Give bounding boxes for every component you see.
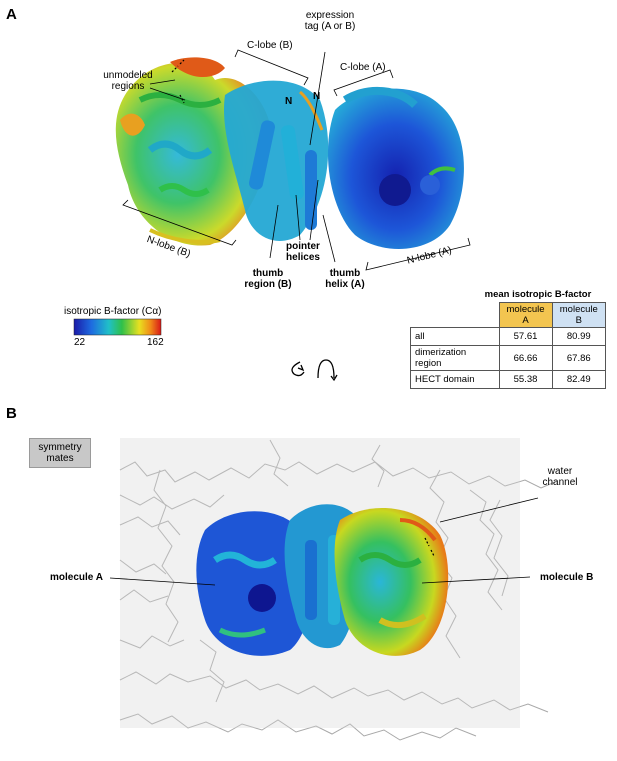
thumb-helix-a-label: thumb helix (A) — [325, 268, 365, 290]
row-label: HECT domain — [410, 370, 500, 389]
molecule-b-label: molecule B — [540, 572, 594, 583]
cell-b: 67.86 — [551, 345, 607, 371]
panel-b-pointers — [109, 497, 539, 586]
row-label: all — [410, 327, 500, 346]
expression-tag-label: expression tag (A or B) — [304, 10, 356, 32]
table-row: dimerization region 66.66 67.86 — [410, 345, 607, 371]
panel-a-letter: A — [6, 6, 17, 23]
colorbar — [73, 318, 162, 336]
colorbar-title: isotropic B-factor (Cα) — [64, 306, 162, 317]
water-channel-label: water channel — [542, 466, 578, 488]
header-molecule-b: molecule B — [551, 302, 607, 328]
thumb-region-b-label: thumb region (B) — [244, 268, 292, 290]
symmetry-mates-box: symmetry mates — [29, 438, 91, 468]
c-lobe-b-label: C-lobe (B) — [247, 40, 293, 51]
table-header-row: molecule A molecule B — [411, 302, 607, 328]
dimer-center-ribbon — [224, 80, 329, 241]
b-factor-table-title: mean isotropic B-factor — [484, 289, 592, 300]
b-factor-table-wrap: mean isotropic B-factor molecule A molec… — [410, 289, 607, 389]
pointer-helices-label: pointer helices — [286, 241, 320, 263]
colorbar-min: 22 — [74, 337, 86, 348]
colorbar-max: 162 — [147, 337, 164, 348]
cell-a: 57.61 — [498, 327, 553, 346]
cell-a: 66.66 — [498, 345, 553, 371]
cell-b: 82.49 — [551, 370, 607, 389]
n-terminus-label-1: N — [285, 96, 293, 107]
unmodeled-regions-label: unmodeled regions — [103, 70, 153, 92]
cell-a: 55.38 — [498, 370, 553, 389]
symmetry-mates-lattice — [119, 439, 556, 741]
c-lobe-a-label: C-lobe (A) — [340, 62, 386, 73]
cell-b: 80.99 — [551, 327, 607, 346]
table-row: HECT domain 55.38 82.49 — [410, 370, 607, 389]
panel-a-pointers — [122, 49, 471, 271]
panel-b-molecule-a — [196, 511, 313, 656]
rotation-icon — [291, 359, 338, 382]
molecule-a-ribbon — [327, 86, 464, 249]
molecule-a-label: molecule A — [50, 572, 103, 583]
header-molecule-a: molecule A — [498, 302, 553, 328]
panel-b-letter: B — [6, 405, 17, 422]
n-terminus-label-2: N — [313, 91, 321, 102]
row-label: dimerization region — [410, 345, 500, 371]
panel-b-molecule-b — [334, 508, 449, 656]
b-factor-table: molecule A molecule B all 57.61 80.99 di… — [410, 302, 607, 389]
table-row: all 57.61 80.99 — [410, 327, 607, 346]
